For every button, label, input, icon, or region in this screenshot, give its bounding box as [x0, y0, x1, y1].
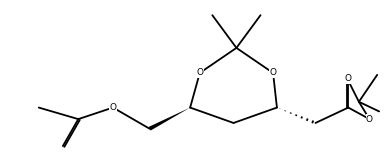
- Text: O: O: [196, 68, 203, 77]
- Text: O: O: [109, 103, 116, 112]
- Text: O: O: [345, 74, 352, 83]
- Text: O: O: [366, 115, 373, 124]
- Polygon shape: [149, 108, 190, 131]
- Text: O: O: [270, 68, 277, 77]
